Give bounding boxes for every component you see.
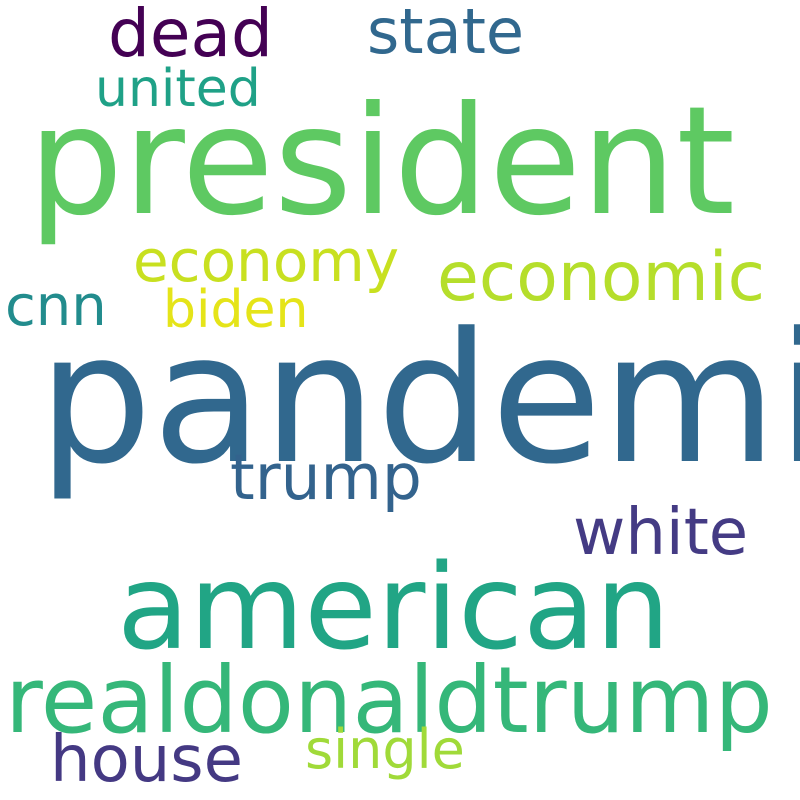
word-economic: economic: [437, 238, 766, 317]
word-united: united: [95, 59, 261, 119]
word-pandemic: pandemic: [38, 295, 800, 504]
word-single: single: [305, 718, 465, 781]
word-biden: biden: [163, 280, 309, 340]
word-trump: trump: [230, 441, 422, 514]
word-house: house: [50, 723, 243, 797]
word-cnn: cnn: [5, 274, 107, 339]
word-white: white: [573, 496, 749, 570]
word-state: state: [367, 0, 525, 68]
word-president: president: [28, 75, 736, 249]
word-realdonaldtrump: realdonaldtrump: [5, 647, 773, 754]
word-economy: economy: [133, 227, 400, 295]
word-dead: dead: [108, 0, 273, 72]
word-american: american: [117, 538, 671, 676]
